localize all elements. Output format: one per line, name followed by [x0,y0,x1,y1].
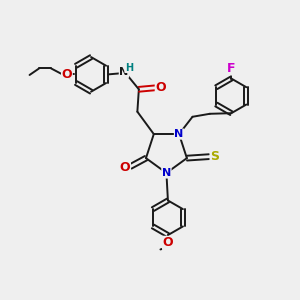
Text: H: H [125,62,133,73]
Text: O: O [163,236,173,249]
Text: O: O [155,81,166,94]
Text: O: O [120,161,130,174]
Text: N: N [119,67,129,77]
Text: N: N [174,129,184,139]
Text: O: O [61,68,72,81]
Text: N: N [162,168,171,178]
Text: S: S [210,150,219,163]
Text: F: F [227,62,236,75]
